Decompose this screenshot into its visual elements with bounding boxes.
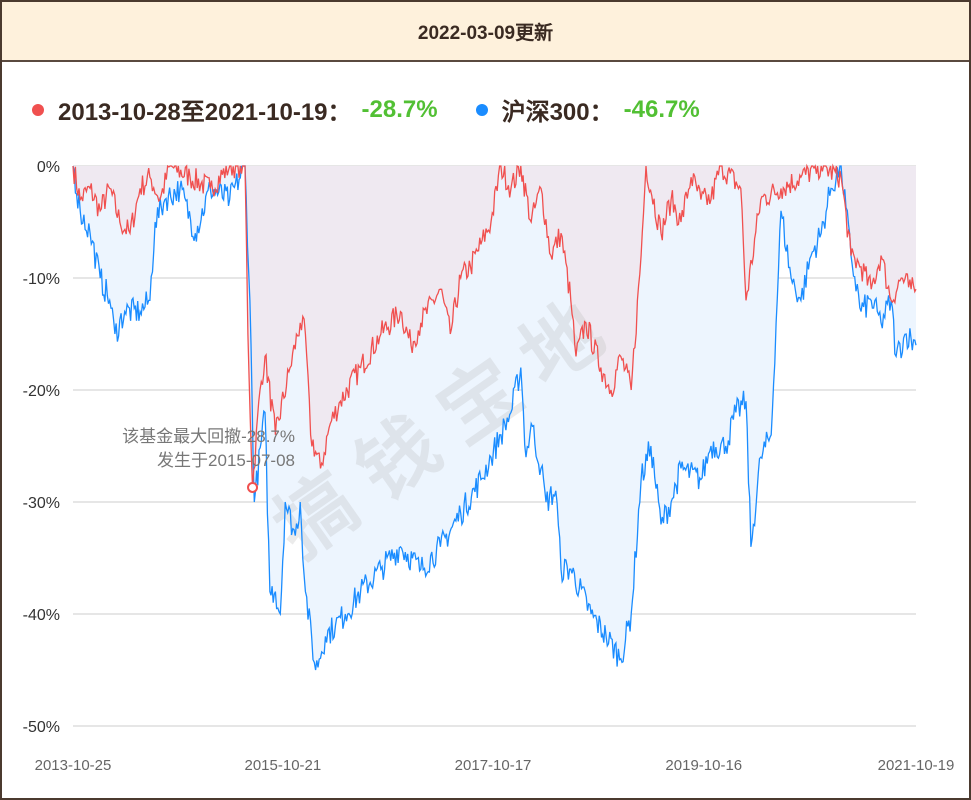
fund-line <box>72 163 917 488</box>
y-tick-label: -10% <box>23 271 60 288</box>
index-line <box>72 165 917 671</box>
update-title: 2022-03-09更新 <box>417 22 554 44</box>
max-drawdown-marker <box>247 481 259 493</box>
max-drawdown-annotation: 该基金最大回撤-28.7% <box>122 427 295 446</box>
y-tick-label: -40% <box>23 607 60 624</box>
x-tick-label: 2017-10-17 <box>455 757 532 774</box>
max-drawdown-date-annotation: 发生于2015-07-08 <box>157 451 295 470</box>
x-tick-label: 2013-10-25 <box>35 757 112 774</box>
legend-fund-label[interactable]: 2013-10-28至2021-10-19： <box>58 99 352 126</box>
y-tick-label: -50% <box>23 719 60 736</box>
y-tick-label: -20% <box>23 383 60 400</box>
fund-area <box>73 166 916 488</box>
x-tick-label: 2021-10-19 <box>878 757 955 774</box>
legend-index-dot <box>475 103 488 116</box>
y-tick-label: -30% <box>23 495 60 512</box>
legend-index-value: -46.7% <box>623 95 700 123</box>
y-tick-label: 0% <box>37 159 60 176</box>
legend: 2013-10-28至2021-10-19： -28.7% 沪深300： -46… <box>32 92 738 127</box>
x-tick-label: 2019-10-16 <box>665 757 742 774</box>
legend-fund-value: -28.7% <box>361 95 438 123</box>
x-tick-label: 2015-10-21 <box>245 757 322 774</box>
legend-index-label[interactable]: 沪深300： <box>501 99 614 126</box>
update-header: 2022-03-09更新 <box>2 2 969 62</box>
legend-fund-dot <box>32 103 44 116</box>
